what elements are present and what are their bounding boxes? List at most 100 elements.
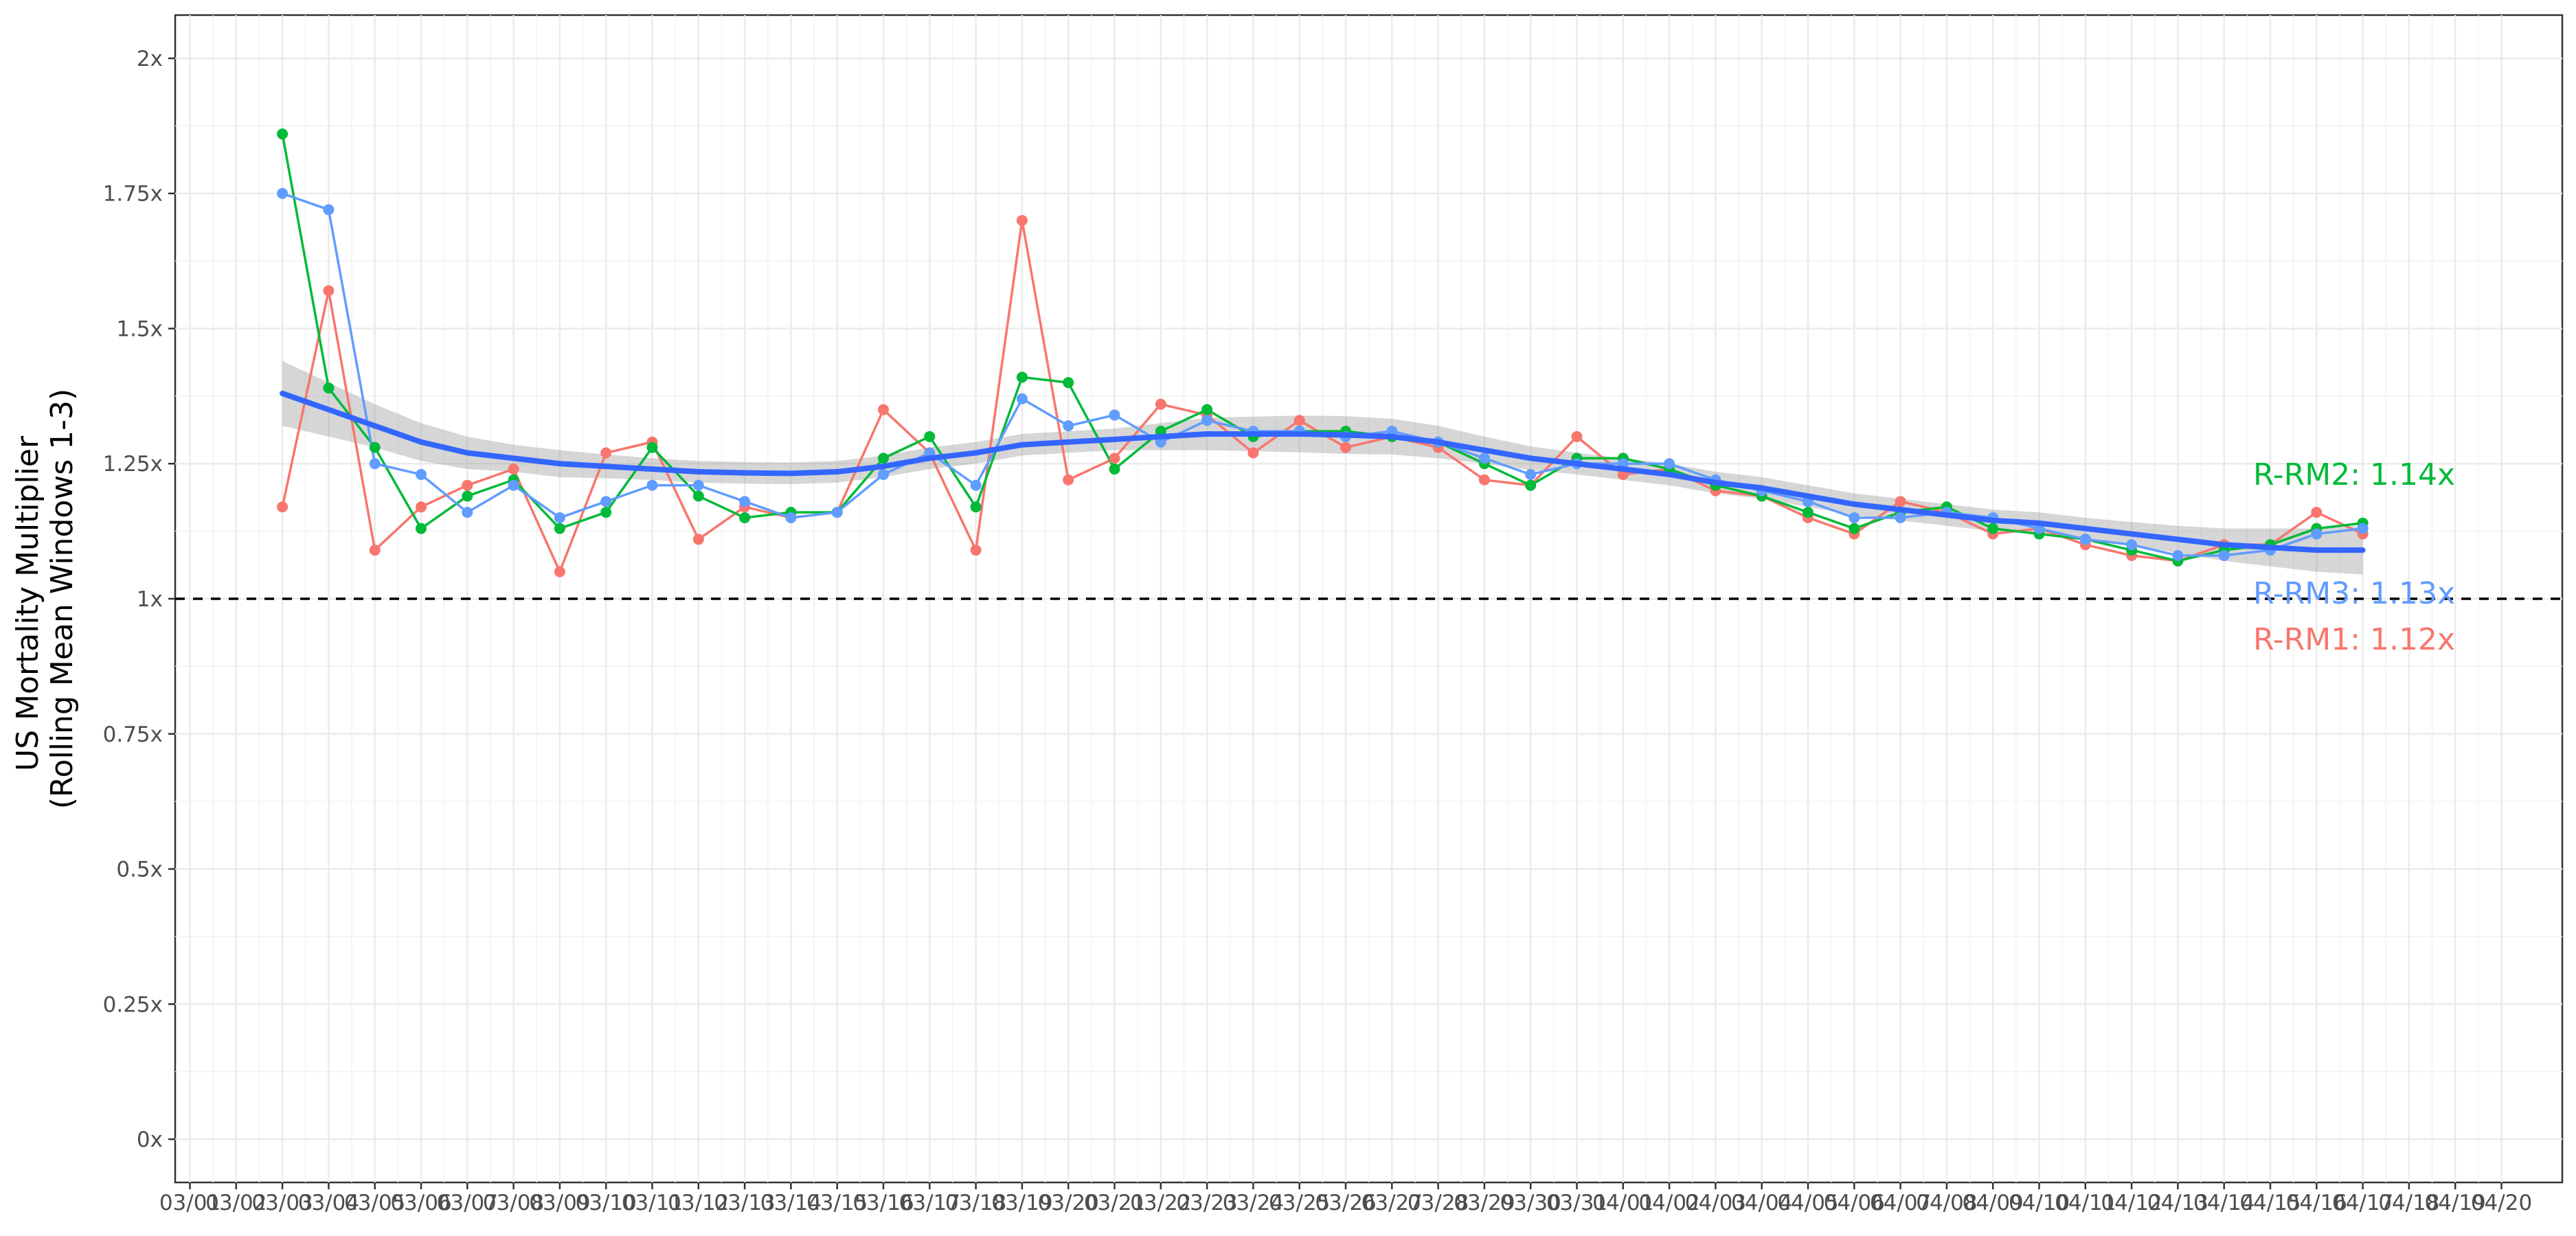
point-r-rm3	[1895, 512, 1906, 523]
x-tick-label: 04/04	[1731, 1191, 1792, 1215]
point-r-rm2	[462, 490, 473, 502]
point-r-rm3	[462, 507, 473, 518]
point-r-rm2	[600, 507, 612, 518]
x-tick-label: 04/13	[2147, 1191, 2208, 1215]
x-tick-label: 03/08	[483, 1191, 544, 1215]
point-r-rm2	[646, 442, 658, 453]
point-r-rm2	[277, 128, 289, 140]
point-r-rm1	[1016, 215, 1028, 227]
y-tick-label: 1.5x	[116, 317, 163, 341]
x-tick-label: 03/05	[344, 1191, 405, 1215]
x-tick-label: 03/10	[576, 1191, 637, 1215]
x-tick-label: 03/25	[1269, 1191, 1330, 1215]
x-tick-label: 03/18	[945, 1191, 1006, 1215]
x-tick-label: 04/18	[2378, 1191, 2439, 1215]
y-axis-title-line2: (Rolling Mean Windows 1-3)	[45, 389, 80, 809]
point-r-rm1	[554, 566, 565, 577]
x-tick-label: 04/20	[2471, 1191, 2532, 1215]
point-r-rm3	[416, 468, 427, 480]
point-r-rm3	[878, 468, 889, 480]
point-r-rm3	[508, 479, 519, 491]
point-r-rm1	[1340, 442, 1351, 453]
x-tick-label: 04/06	[1824, 1191, 1885, 1215]
point-r-rm1	[1109, 453, 1120, 464]
point-r-rm1	[369, 545, 381, 556]
x-tick-label: 03/22	[1130, 1191, 1191, 1215]
x-tick-label: 03/20	[1038, 1191, 1099, 1215]
point-r-rm3	[600, 496, 612, 507]
x-tick-label: 03/06	[390, 1191, 451, 1215]
x-tick-label: 03/07	[437, 1191, 498, 1215]
gridlines	[175, 15, 2562, 1182]
point-r-rm3	[1664, 458, 1675, 470]
x-tick-label: 03/16	[852, 1191, 914, 1215]
point-r-rm3	[646, 479, 658, 491]
end-label-r-rm1: R-RM1: 1.12x	[2253, 622, 2455, 657]
point-r-rm2	[924, 431, 936, 442]
point-r-rm1	[508, 464, 519, 475]
point-r-rm1	[878, 404, 889, 415]
point-r-rm3	[2357, 523, 2369, 534]
y-axis-title: US Mortality Multiplier (Rolling Mean Wi…	[10, 389, 80, 809]
point-r-rm2	[1525, 479, 1537, 491]
point-r-rm3	[2079, 534, 2091, 545]
x-tick-label: 03/13	[714, 1191, 775, 1215]
y-tick-label: 1.75x	[103, 182, 163, 207]
x-tick-label: 03/29	[1454, 1191, 1515, 1215]
x-tick-label: 04/07	[1870, 1191, 1931, 1215]
point-r-rm3	[1849, 512, 1860, 523]
point-r-rm3	[1109, 409, 1120, 421]
point-r-rm1	[1478, 474, 1490, 485]
point-r-rm3	[2126, 539, 2138, 551]
point-r-rm2	[970, 501, 982, 513]
point-r-rm3	[1063, 420, 1074, 432]
x-tick-label: 04/10	[2009, 1191, 2070, 1215]
point-r-rm1	[2311, 507, 2323, 518]
x-tick-label: 04/14	[2193, 1191, 2255, 1215]
point-r-rm3	[323, 204, 335, 216]
x-tick-label: 04/15	[2239, 1191, 2301, 1215]
smooth-confidence-band	[282, 360, 2363, 575]
x-tick-label: 03/23	[1176, 1191, 1237, 1215]
x-tick-label: 04/01	[1592, 1191, 1653, 1215]
x-tick-label: 03/14	[760, 1191, 822, 1215]
x-tick-label: 03/28	[1408, 1191, 1469, 1215]
point-r-rm1	[277, 501, 289, 513]
point-r-rm2	[692, 490, 704, 502]
y-tick-label: 0.5x	[116, 858, 163, 882]
point-r-rm1	[416, 501, 427, 513]
y-tick-label: 0x	[137, 1128, 163, 1152]
x-tick-label: 03/27	[1362, 1191, 1423, 1215]
point-r-rm3	[739, 496, 751, 507]
confidence-band	[282, 360, 2363, 575]
point-r-rm1	[600, 447, 612, 459]
point-r-rm3	[2311, 528, 2323, 540]
smooth-line	[280, 390, 2366, 553]
x-tick-label: 04/09	[1963, 1191, 2024, 1215]
y-tick-label: 0.75x	[103, 722, 163, 747]
series-end-labels: R-RM1: 1.12x R-RM2: 1.14x R-RM3: 1.13x	[2253, 457, 2455, 657]
x-tick-label: 03/26	[1315, 1191, 1376, 1215]
point-r-rm3	[970, 479, 982, 491]
point-r-rm2	[878, 453, 889, 464]
x-tick-label: 03/01	[159, 1191, 221, 1215]
x-tick-label: 03/12	[668, 1191, 729, 1215]
point-r-rm3	[1478, 453, 1490, 464]
x-tick-label: 03/09	[529, 1191, 590, 1215]
end-label-r-rm2: R-RM2: 1.14x	[2253, 457, 2455, 492]
point-r-rm1	[462, 479, 473, 491]
x-tick-label: 04/08	[1916, 1191, 1977, 1215]
point-r-rm1	[323, 285, 335, 297]
point-r-rm3	[1525, 468, 1537, 480]
point-r-rm2	[739, 512, 751, 523]
x-tick-label: 03/24	[1223, 1191, 1284, 1215]
point-r-rm1	[1063, 474, 1074, 485]
point-r-rm1	[1247, 447, 1259, 459]
point-r-rm3	[831, 507, 843, 518]
point-r-rm1	[1155, 398, 1166, 410]
x-tick-label: 03/30	[1500, 1191, 1561, 1215]
x-tick-label: 04/17	[2332, 1191, 2393, 1215]
point-r-rm2	[1803, 507, 1814, 518]
point-r-rm2	[1849, 523, 1860, 534]
